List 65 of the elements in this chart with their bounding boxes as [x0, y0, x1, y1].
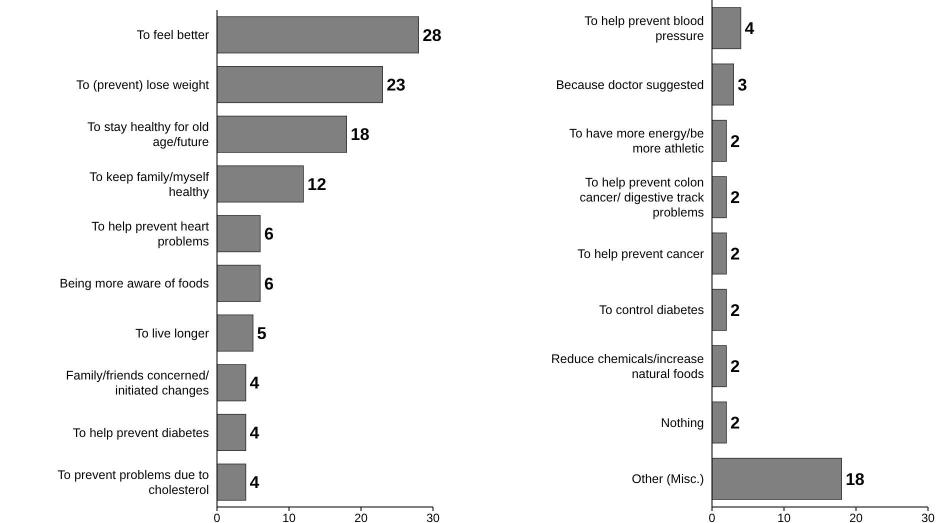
y-tick-label: Because doctor suggested: [556, 78, 704, 92]
y-tick-label: To help prevent diabetes: [72, 426, 209, 440]
x-tick-label: 30: [426, 511, 440, 523]
x-tick-label: 0: [708, 511, 716, 523]
bar: [712, 120, 727, 162]
bar: [216, 464, 246, 501]
y-tick-label: To live longer: [135, 326, 209, 340]
y-tick-label: To help prevent cancer: [578, 246, 704, 261]
bar: [712, 288, 727, 331]
y-tick-label: To keep family/myself healthy: [90, 170, 210, 199]
y-tick-label: Family/friends concerned/ initiated changes: [66, 368, 210, 398]
data-label: 6: [264, 274, 274, 294]
data-label: 3: [738, 75, 748, 94]
y-tick-label: Other (Misc.): [632, 472, 704, 486]
bar: [216, 364, 246, 402]
y-tick-label: To help prevent colon cancer/ digestive track problems: [580, 176, 705, 220]
bar: [216, 414, 246, 451]
y-tick-label: To (prevent) lose weight: [76, 78, 210, 92]
data-label: 4: [744, 19, 755, 38]
data-label: 2: [730, 300, 740, 320]
data-label: 2: [730, 188, 740, 208]
data-label: 2: [730, 413, 740, 432]
y-tick-label: To help prevent heart problems: [92, 220, 210, 249]
data-label: 5: [257, 324, 266, 343]
data-label: 6: [264, 224, 274, 244]
bar: [216, 116, 347, 153]
bar: [712, 232, 727, 274]
data-label: 4: [250, 374, 260, 393]
y-tick-label: Being more aware of foods: [60, 276, 209, 291]
y-tick-label: To control diabetes: [599, 303, 704, 318]
bar: [216, 215, 261, 252]
y-tick-label: To stay healthy for old age/future: [87, 120, 210, 150]
bar: [216, 165, 304, 202]
y-tick-label: To prevent problems due to cholesterol: [58, 468, 210, 498]
data-label: 2: [730, 244, 740, 264]
x-tick-label: 10: [777, 511, 791, 523]
data-label: 28: [422, 26, 442, 45]
bar: [216, 264, 261, 302]
y-tick-label: To feel better: [136, 28, 209, 42]
x-tick-label: 20: [849, 511, 863, 523]
bar: [712, 64, 734, 106]
x-tick-label: 10: [282, 511, 296, 523]
y-tick-label: To help prevent blood pressure: [584, 14, 704, 44]
x-tick-label: 30: [921, 511, 935, 523]
data-label: 2: [730, 357, 740, 376]
y-tick-label: Nothing: [660, 416, 704, 430]
bar: [712, 7, 742, 50]
bar: [216, 314, 254, 352]
bar: [216, 66, 383, 104]
x-tick-label: 0: [214, 511, 221, 523]
bar: [712, 458, 842, 500]
bar: [712, 176, 727, 218]
data-label: 4: [250, 473, 260, 492]
data-label: 18: [350, 125, 370, 144]
y-tick-label: Reduce chemicals/increase natural foods: [551, 352, 704, 382]
bar: [712, 402, 727, 444]
x-tick-label: 20: [354, 511, 368, 523]
data-label: 4: [250, 423, 260, 442]
bar: [216, 16, 419, 54]
data-label: 18: [846, 470, 865, 489]
y-tick-label: To have more energy/be more athletic: [569, 126, 704, 156]
data-label: 23: [386, 76, 406, 94]
bar: [712, 345, 727, 388]
data-label: 2: [730, 132, 740, 151]
data-label: 12: [307, 174, 326, 194]
